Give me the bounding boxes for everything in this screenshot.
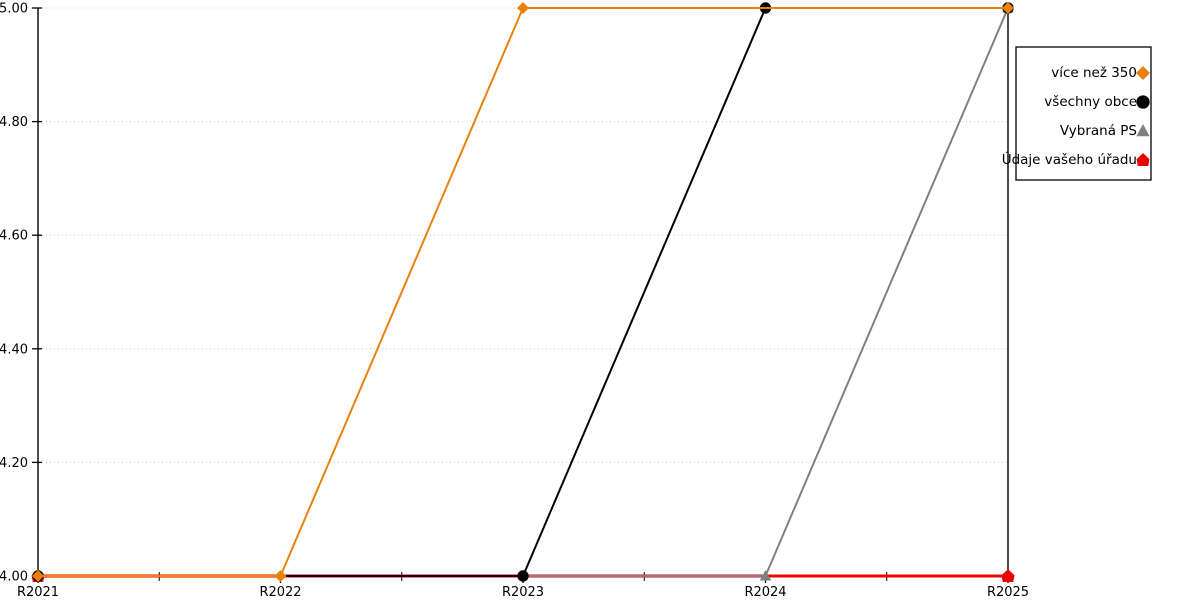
legend-box <box>1015 46 1152 181</box>
data-point-marker-triangle <box>759 570 772 581</box>
y-tick-label: 4.80 <box>0 115 28 130</box>
y-axis-tick-labels: 4.00 4.20 4.40 4.60 4.80 5.00 <box>0 2 28 585</box>
series-line <box>37 7 1009 577</box>
y-tick-label: 4.40 <box>0 342 28 357</box>
x-tick-label: R2023 <box>502 585 544 600</box>
data-point-marker-diamond <box>1002 2 1014 14</box>
chart-legend[interactable]: více než 350 všechny obce Vybraná PS Údaje … <box>1002 46 1152 181</box>
y-tick-label: 4.20 <box>0 456 28 471</box>
y-tick-label: 5.00 <box>0 2 28 17</box>
data-point-marker-diamond <box>517 2 529 14</box>
x-tick-label: R2021 <box>17 585 59 600</box>
legend-marker-triangle[interactable] <box>1136 124 1150 137</box>
data-point-marker-circle <box>517 570 529 582</box>
y-axis-ticks <box>32 7 42 577</box>
x-tick-label: R2022 <box>259 585 301 600</box>
series-line <box>37 7 1009 577</box>
x-tick-label: R2025 <box>987 585 1029 600</box>
legend-marker-circle[interactable] <box>1136 95 1150 109</box>
legend-label-3[interactable]: Údaje vašeho úřadu <box>1002 150 1137 168</box>
legend-label-0[interactable]: více než 350 <box>1051 65 1137 81</box>
x-axis-tick-labels: R2021 R2022 R2023 R2024 R2025 <box>17 585 1029 600</box>
legend-label-1[interactable]: všechny obce <box>1044 94 1137 110</box>
data-point-marker-pentagon <box>1001 569 1015 582</box>
series-0 <box>32 2 1014 582</box>
legend-label-2[interactable]: Vybraná PS <box>1060 123 1137 139</box>
series-line <box>37 7 1009 577</box>
legend-marker-diamond[interactable] <box>1136 66 1150 80</box>
series-2 <box>32 2 1014 581</box>
data-point-marker-diamond <box>32 570 44 582</box>
legend-marker-pentagon[interactable] <box>1136 153 1150 166</box>
gridlines <box>38 7 1008 577</box>
y-tick-label: 4.00 <box>0 570 28 585</box>
x-tick-label: R2024 <box>744 585 786 600</box>
axis-lines <box>37 8 1009 576</box>
data-series-layer <box>31 2 1015 582</box>
y-tick-label: 4.60 <box>0 229 28 244</box>
series-1 <box>32 2 1014 582</box>
data-point-marker-diamond <box>274 570 287 582</box>
